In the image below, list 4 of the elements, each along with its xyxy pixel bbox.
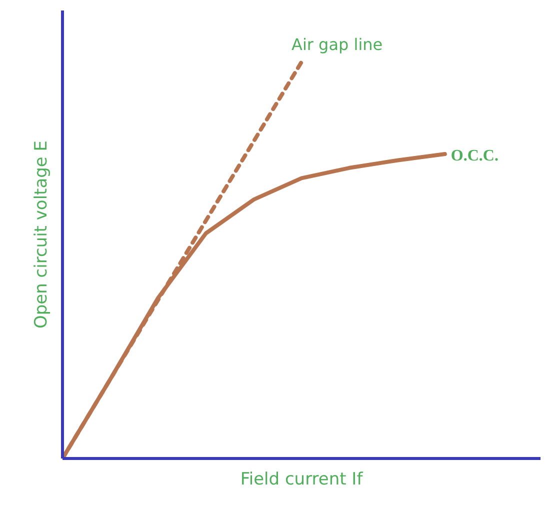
series-label: Air gap line <box>292 35 383 54</box>
series-label: O.C.C. <box>450 148 498 165</box>
y-axis-title: Open circuit voltage E <box>32 140 52 329</box>
x-axis-title: Field current If <box>240 470 364 490</box>
